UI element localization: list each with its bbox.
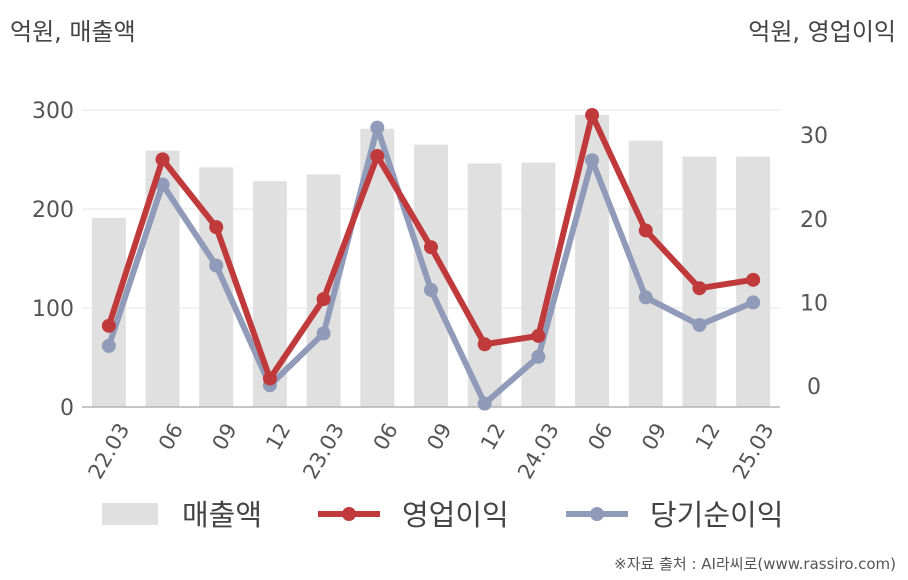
operating-income-point: [209, 220, 224, 235]
left-axis-tick: 0: [60, 396, 74, 421]
net-income-point: [638, 290, 653, 305]
right-axis-unit-label: 억원, 영업이익: [748, 18, 896, 46]
net-income-point: [424, 282, 438, 297]
source-note: ※자료 출처 : AI라씨로(www.rassiro.com): [614, 555, 896, 573]
legend-net-income-marker: [590, 507, 604, 521]
legend-revenue-swatch: [102, 503, 158, 525]
x-axis-tick: 09: [637, 419, 671, 454]
net-income-point: [316, 326, 331, 341]
x-axis-tick: 06: [583, 419, 617, 454]
x-axis-tick: 12: [691, 419, 725, 454]
net-income-point: [692, 318, 707, 333]
right-axis-tick: 10: [800, 291, 828, 316]
x-axis-tick: 22.03: [83, 419, 134, 483]
x-axis-tick: 25.03: [728, 419, 779, 483]
operating-income-point: [585, 108, 600, 123]
net-income-point: [209, 258, 224, 273]
operating-income-point: [424, 240, 438, 255]
x-axis-tick: 06: [369, 419, 403, 454]
x-axis-tick: 09: [422, 419, 456, 454]
right-axis-tick: 20: [800, 208, 828, 233]
operating-income-point: [746, 272, 761, 287]
operating-income-point: [262, 371, 277, 386]
revenue-bar: [414, 144, 448, 407]
operating-income-point: [316, 292, 331, 307]
right-axis-tick: 30: [800, 124, 828, 149]
revenue-bar: [467, 163, 502, 407]
left-axis-tick: 200: [32, 198, 74, 223]
operating-income-point: [477, 337, 492, 352]
operating-income-point: [155, 152, 170, 167]
x-axis-tick: 24.03: [513, 419, 564, 483]
net-income-point: [585, 153, 600, 168]
legend-operating-income-marker: [342, 507, 356, 521]
left-axis-tick: 300: [32, 99, 74, 124]
net-income-point: [155, 177, 170, 192]
operating-income-point: [692, 281, 707, 296]
x-axis-tick: 12: [261, 419, 295, 454]
x-axis-tick: 06: [154, 419, 188, 454]
legend-revenue-label: 매출액: [182, 498, 262, 532]
x-axis-tick: 23.03: [298, 419, 349, 483]
operating-income-point: [531, 328, 546, 343]
right-axis-tick: 0: [807, 375, 821, 400]
left-axis-unit-label: 억원, 매출액: [10, 18, 136, 46]
legend-operating-income-label: 영업이익: [402, 498, 509, 532]
x-axis-tick: 09: [208, 419, 242, 454]
net-income-point: [101, 338, 116, 353]
legend-net-income-label: 당기순이익: [650, 498, 783, 532]
operating-income-point: [638, 223, 653, 238]
net-income-point: [746, 295, 761, 310]
x-axis-tick: 12: [476, 419, 510, 454]
net-income-point: [477, 396, 492, 411]
revenue-bar: [252, 181, 287, 407]
operating-income-point: [101, 318, 116, 333]
net-income-point: [370, 120, 385, 135]
left-axis-tick: 100: [32, 297, 74, 322]
net-income-point: [531, 349, 546, 364]
operating-income-point: [370, 149, 385, 164]
